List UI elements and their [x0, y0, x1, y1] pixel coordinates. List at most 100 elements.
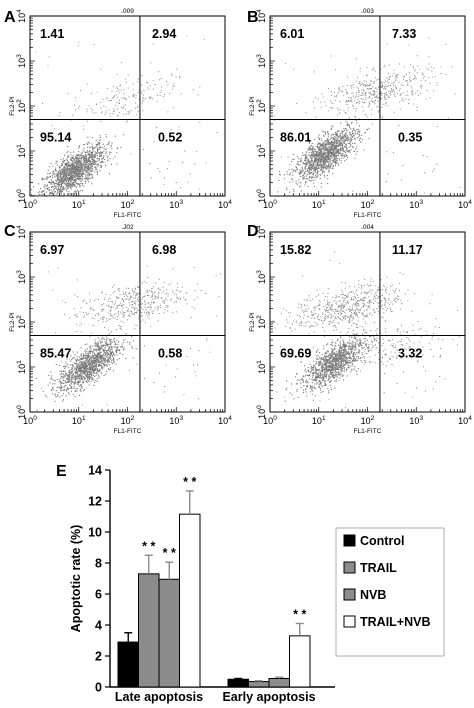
- scatter-point: [361, 134, 363, 136]
- scatter-point: [62, 187, 64, 189]
- scatter-point: [112, 353, 114, 355]
- scatter-point: [49, 166, 51, 168]
- scatter-point: [79, 157, 81, 159]
- scatter-point: [326, 149, 328, 151]
- scatter-point: [320, 155, 322, 157]
- scatter-point: [369, 83, 371, 85]
- scatter-point: [424, 172, 426, 174]
- scatter-point: [72, 114, 74, 116]
- y-tick-label: 104: [16, 9, 27, 23]
- scatter-point: [319, 151, 321, 153]
- scatter-point: [301, 166, 303, 168]
- scatter-point: [89, 365, 91, 367]
- scatter-point: [323, 135, 325, 137]
- scatter-point: [325, 160, 327, 162]
- scatter-point: [35, 195, 37, 197]
- scatter-point: [307, 185, 309, 187]
- scatter-point: [64, 314, 66, 316]
- scatter-point: [93, 348, 95, 350]
- scatter-point: [110, 344, 112, 346]
- scatter-point: [113, 352, 115, 354]
- scatter-point: [96, 160, 98, 162]
- scatter-point: [85, 352, 87, 354]
- scatter-point: [75, 173, 77, 175]
- scatter-point: [330, 154, 332, 156]
- scatter-point: [353, 135, 355, 137]
- scatter-point: [320, 157, 322, 159]
- scatter-point: [88, 160, 90, 162]
- scatter-point: [316, 156, 318, 158]
- scatter-point: [45, 191, 47, 193]
- scatter-point: [60, 383, 62, 385]
- scatter-point: [309, 155, 311, 157]
- scatter-point: [76, 388, 78, 390]
- scatter-point: [334, 156, 336, 158]
- scatter-point: [144, 306, 146, 308]
- scatter-point: [79, 177, 81, 179]
- scatter-point: [115, 94, 117, 96]
- scatter-point: [72, 175, 74, 177]
- scatter-point: [340, 147, 342, 149]
- scatter-point: [108, 357, 110, 359]
- scatter-point: [81, 379, 83, 381]
- scatter-point: [104, 113, 106, 115]
- scatter-point: [352, 136, 354, 138]
- scatter-point: [316, 156, 318, 158]
- scatter-point: [69, 370, 71, 372]
- scatter-point: [175, 76, 177, 78]
- scatter-point: [86, 373, 88, 375]
- scatter-point: [71, 363, 73, 365]
- scatter-point: [82, 149, 84, 151]
- scatter-point: [74, 396, 76, 398]
- scatter-point: [109, 355, 111, 357]
- scatter-point: [100, 146, 102, 148]
- scatter-point: [78, 363, 80, 365]
- scatter-point: [66, 180, 68, 182]
- scatter-point: [342, 148, 344, 150]
- scatter-point: [95, 163, 97, 165]
- scatter-point: [368, 92, 370, 94]
- scatter-point: [331, 154, 333, 156]
- scatter-point: [364, 102, 365, 104]
- scatter-point: [358, 136, 360, 138]
- scatter-point: [321, 140, 323, 142]
- scatter-point: [356, 146, 358, 148]
- scatter-point: [41, 194, 43, 196]
- scatter-point: [128, 287, 130, 289]
- scatter-point: [395, 76, 397, 78]
- scatter-point: [330, 141, 332, 143]
- scatter-point: [87, 167, 89, 169]
- scatter-point: [76, 373, 78, 375]
- scatter-point: [384, 104, 386, 106]
- scatter-point: [316, 155, 318, 157]
- scatter-point: [87, 377, 89, 379]
- scatter-point: [76, 163, 78, 165]
- scatter-point: [64, 166, 66, 168]
- scatter-point: [81, 175, 83, 177]
- scatter-point: [46, 187, 48, 189]
- scatter-point: [43, 185, 45, 187]
- scatter-point: [79, 389, 81, 391]
- scatter-point: [62, 180, 64, 182]
- scatter-point: [65, 185, 67, 187]
- scatter-point: [302, 178, 304, 180]
- scatter-point: [323, 162, 325, 164]
- scatter-point: [362, 102, 364, 104]
- scatter-point: [53, 189, 55, 191]
- scatter-point: [398, 63, 400, 65]
- scatter-point: [295, 180, 297, 182]
- scatter-point: [341, 131, 343, 133]
- scatter-point: [84, 170, 86, 172]
- scatter-point: [72, 175, 74, 177]
- scatter-point: [93, 357, 95, 359]
- scatter-point: [94, 171, 96, 173]
- scatter-point: [77, 162, 79, 164]
- scatter-point: [51, 181, 53, 183]
- scatter-point: [315, 174, 317, 176]
- scatter-point: [54, 176, 56, 178]
- scatter-point: [77, 365, 79, 367]
- scatter-point: [323, 163, 325, 165]
- scatter-point: [67, 377, 69, 379]
- scatter-point: [95, 161, 97, 163]
